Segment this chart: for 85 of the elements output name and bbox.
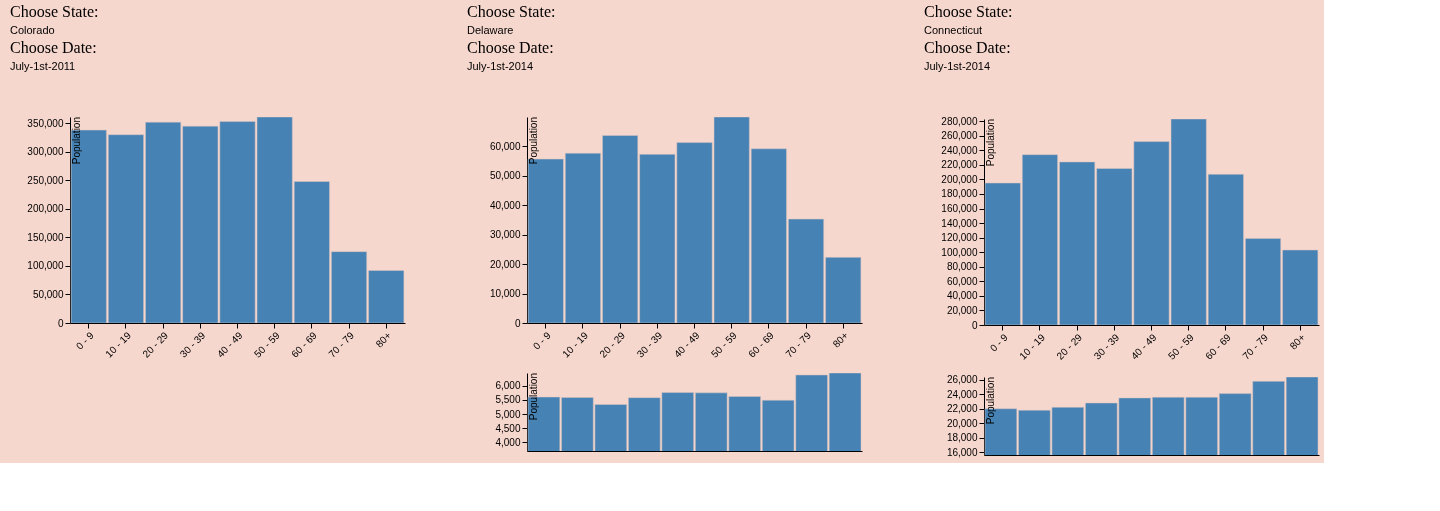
y-tick-label: 18,000 (946, 432, 978, 444)
y-tick-label: 220,000 (941, 159, 978, 171)
y-tick-label: 250,000 (27, 174, 64, 186)
x-tick-label: 30 - 39 (634, 329, 665, 360)
y-tick-label: 200,000 (941, 173, 978, 185)
x-tick-label: 20 - 29 (597, 329, 628, 360)
x-tick-label: 40 - 49 (1128, 331, 1159, 362)
text: Colorado (10, 24, 55, 36)
y-tick-label: 60,000 (946, 275, 978, 287)
y-axis-title: Population (71, 117, 82, 165)
x-tick-label: 60 - 69 (289, 329, 320, 360)
x-tick-label: 30 - 39 (1091, 331, 1122, 362)
x-tick-label: 50 - 59 (1165, 331, 1197, 362)
y-tick-label: 5,500 (495, 394, 521, 406)
x-tick-label: 80+ (830, 329, 851, 350)
y-tick-label: 280,000 (941, 115, 978, 127)
text: July-1st-2011 (10, 60, 76, 72)
text: Delaware (467, 24, 514, 36)
y-tick-label: 0 (971, 319, 978, 331)
x-tick-label: 0 - 9 (987, 331, 1011, 354)
x-tick-label: 80+ (373, 329, 394, 350)
text: July-1st-2014 (924, 60, 991, 72)
y-tick-label: 350,000 (27, 117, 64, 129)
y-tick-label: 20,000 (946, 304, 978, 316)
y-tick-label: 40,000 (489, 199, 521, 211)
x-tick-label: 70 - 79 (783, 329, 814, 360)
x-tick-label: 60 - 69 (1203, 331, 1234, 362)
x-tick-label: 60 - 69 (746, 329, 777, 360)
x-tick-label: 0 - 9 (73, 329, 97, 352)
x-tick-label: 10 - 19 (560, 329, 591, 360)
y-tick-label: 22,000 (946, 403, 978, 415)
text: Choose State: (10, 3, 99, 20)
x-tick-label: 50 - 59 (708, 329, 740, 360)
text: Connecticut (924, 24, 983, 36)
text: Choose Date: (467, 39, 554, 56)
y-tick-label: 30,000 (489, 229, 521, 241)
x-tick-label: 50 - 59 (251, 329, 283, 360)
y-tick-label: 20,000 (946, 417, 978, 429)
y-tick-label: 160,000 (941, 203, 978, 215)
y-tick-label: 10,000 (489, 288, 521, 300)
y-tick-label: 260,000 (941, 130, 978, 142)
x-tick-label: 0 - 9 (530, 329, 554, 352)
y-tick-label: 50,000 (489, 170, 521, 182)
y-axis-title: Population (528, 117, 539, 165)
y-tick-label: 300,000 (27, 146, 64, 158)
y-tick-label: 140,000 (941, 217, 978, 229)
y-tick-label: 5,000 (495, 408, 521, 420)
x-tick-label: 70 - 79 (1240, 331, 1271, 362)
y-tick-label: 120,000 (941, 232, 978, 244)
y-tick-label: 26,000 (946, 374, 978, 386)
text: Choose Date: (10, 39, 97, 56)
text: Choose Date: (924, 39, 1011, 56)
x-tick-label: 80+ (1287, 331, 1308, 352)
x-tick-label: 40 - 49 (671, 329, 702, 360)
y-tick-label: 6,000 (495, 380, 521, 392)
text: Choose State: (924, 3, 1013, 20)
y-tick-label: 50,000 (32, 288, 64, 300)
x-tick-label: 10 - 19 (1017, 331, 1048, 362)
y-tick-label: 40,000 (946, 290, 978, 302)
y-tick-label: 100,000 (27, 260, 64, 272)
y-tick-label: 200,000 (27, 203, 64, 215)
y-tick-label: 4,500 (495, 422, 521, 434)
x-tick-label: 30 - 39 (177, 329, 208, 360)
y-tick-label: 0 (57, 317, 64, 329)
y-tick-label: 150,000 (27, 231, 64, 243)
y-tick-label: 20,000 (489, 258, 521, 270)
text: July-1st-2014 (467, 60, 534, 72)
y-tick-label: 240,000 (941, 144, 978, 156)
y-tick-label: 60,000 (489, 140, 521, 152)
y-axis-title: Population (528, 373, 539, 421)
y-tick-label: 80,000 (946, 261, 978, 273)
y-axis-title: Population (985, 119, 996, 167)
x-tick-label: 20 - 29 (1054, 331, 1085, 362)
x-tick-label: 70 - 79 (326, 329, 357, 360)
text: Choose State: (467, 3, 556, 20)
x-tick-label: 20 - 29 (140, 329, 171, 360)
x-tick-label: 10 - 19 (103, 329, 134, 360)
y-tick-label: 0 (514, 317, 521, 329)
y-tick-label: 24,000 (946, 388, 978, 400)
y-tick-label: 4,000 (495, 436, 521, 448)
y-axis-title: Population (985, 377, 996, 425)
y-tick-label: 180,000 (941, 188, 978, 200)
x-tick-label: 40 - 49 (214, 329, 245, 360)
y-tick-label: 16,000 (946, 446, 978, 458)
y-tick-label: 100,000 (941, 246, 978, 258)
